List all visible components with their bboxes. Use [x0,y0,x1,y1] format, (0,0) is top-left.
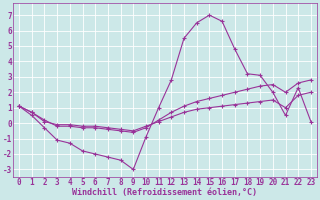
X-axis label: Windchill (Refroidissement éolien,°C): Windchill (Refroidissement éolien,°C) [72,188,258,197]
